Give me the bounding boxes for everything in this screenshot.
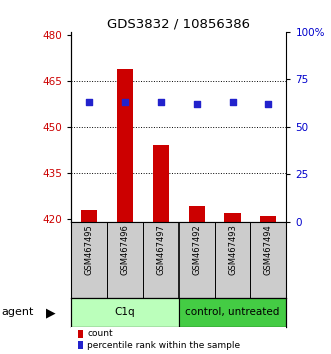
Bar <box>260 216 276 222</box>
Text: C1q: C1q <box>115 308 135 318</box>
Bar <box>71 298 179 327</box>
Bar <box>77 341 83 349</box>
Point <box>266 101 271 107</box>
Title: GDS3832 / 10856386: GDS3832 / 10856386 <box>107 18 250 31</box>
Text: percentile rank within the sample: percentile rank within the sample <box>87 341 240 350</box>
Text: GSM467492: GSM467492 <box>192 224 201 275</box>
Text: GSM467494: GSM467494 <box>264 224 273 275</box>
Point <box>122 99 128 105</box>
Bar <box>189 206 205 222</box>
Point <box>230 99 235 105</box>
Text: GSM467493: GSM467493 <box>228 224 237 275</box>
Text: agent: agent <box>2 308 34 318</box>
Point <box>194 101 199 107</box>
Text: GSM467495: GSM467495 <box>85 224 94 275</box>
Text: ▶: ▶ <box>46 306 56 319</box>
Bar <box>153 145 169 222</box>
Bar <box>117 69 133 222</box>
Bar <box>81 210 97 222</box>
Point <box>158 99 164 105</box>
Bar <box>77 330 83 338</box>
Text: control, untreated: control, untreated <box>185 308 280 318</box>
Text: GSM467497: GSM467497 <box>156 224 165 275</box>
Text: count: count <box>87 329 113 338</box>
Point <box>86 99 92 105</box>
Bar <box>179 298 286 327</box>
Bar <box>224 212 241 222</box>
Text: GSM467496: GSM467496 <box>120 224 129 275</box>
